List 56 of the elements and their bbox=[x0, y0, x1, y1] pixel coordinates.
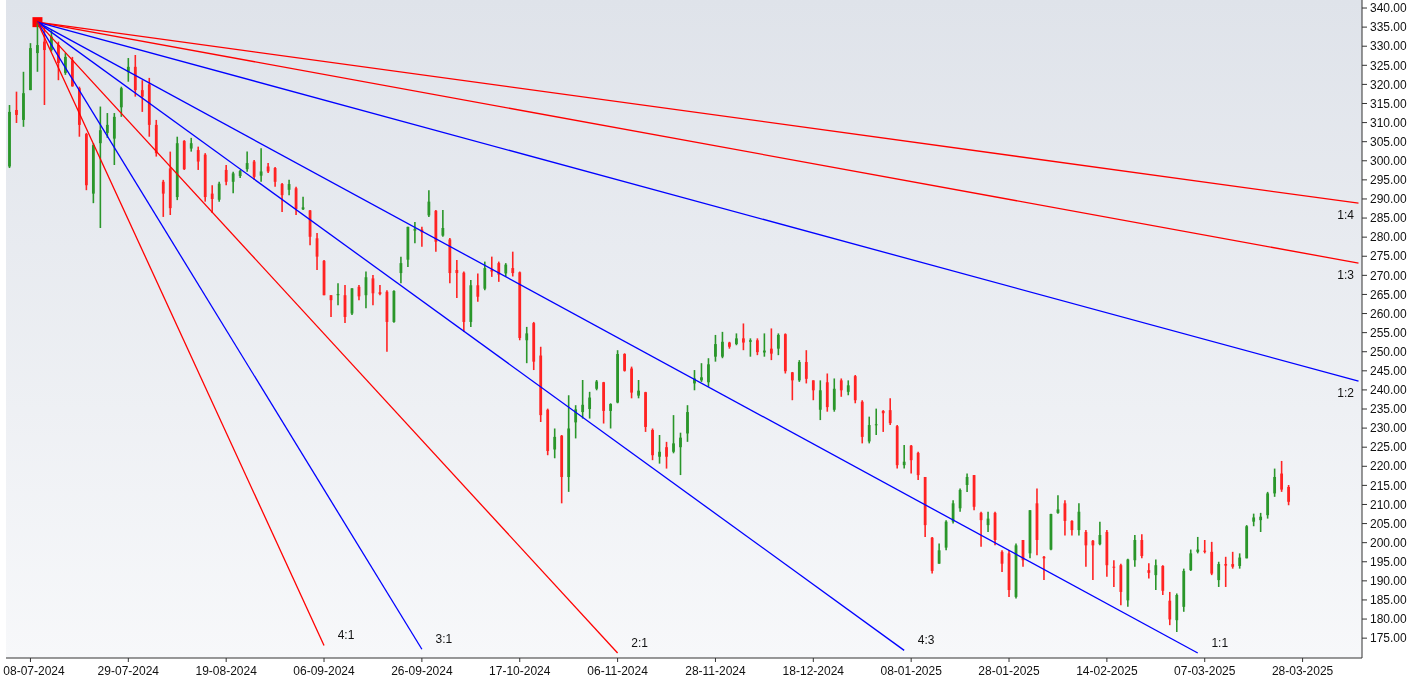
series-label: 1:3 bbox=[1337, 268, 1355, 283]
y-tick-label: 190.00 bbox=[1370, 574, 1408, 589]
y-tick-label: 230.00 bbox=[1370, 421, 1408, 436]
y-tick-label: 330.00 bbox=[1370, 39, 1408, 54]
y-tick-label: 220.00 bbox=[1370, 459, 1408, 474]
y-tick-label: 320.00 bbox=[1370, 77, 1408, 92]
y-tick-label: 265.00 bbox=[1370, 287, 1408, 302]
x-tick-label: 18-12-2024 bbox=[782, 664, 845, 678]
y-tick-label: 240.00 bbox=[1370, 383, 1408, 398]
y-tick-label: 325.00 bbox=[1370, 58, 1408, 73]
y-tick-label: 245.00 bbox=[1370, 364, 1408, 379]
x-tick-label: 19-08-2024 bbox=[195, 664, 258, 678]
x-tick-label: 07-03-2025 bbox=[1174, 664, 1236, 678]
y-tick-label: 335.00 bbox=[1370, 20, 1408, 35]
y-tick-label: 215.00 bbox=[1370, 478, 1408, 493]
x-tick-label: 28-01-2025 bbox=[978, 664, 1041, 678]
y-tick-label: 340.00 bbox=[1370, 1, 1408, 16]
y-tick-label: 210.00 bbox=[1370, 497, 1408, 512]
y-tick-label: 250.00 bbox=[1370, 344, 1408, 359]
y-tick-label: 200.00 bbox=[1370, 535, 1408, 550]
series-label: 3:1 bbox=[435, 632, 453, 647]
y-tick-label: 255.00 bbox=[1370, 325, 1408, 340]
y-tick-label: 300.00 bbox=[1370, 153, 1408, 168]
x-tick-label: 28-11-2024 bbox=[685, 664, 747, 678]
series-label: 1:4 bbox=[1337, 208, 1355, 223]
y-tick-label: 285.00 bbox=[1370, 211, 1408, 226]
x-tick-label: 06-11-2024 bbox=[587, 664, 649, 678]
x-tick-label: 08-07-2024 bbox=[3, 664, 66, 678]
x-tick-label: 29-07-2024 bbox=[97, 664, 160, 678]
y-tick-label: 270.00 bbox=[1370, 268, 1408, 283]
series-label: 2:1 bbox=[631, 636, 649, 651]
x-tick-label: 14-02-2025 bbox=[1076, 664, 1138, 678]
y-tick-label: 205.00 bbox=[1370, 516, 1408, 531]
y-tick-label: 290.00 bbox=[1370, 192, 1408, 207]
x-tick-label: 26-09-2024 bbox=[391, 664, 453, 678]
series-label: 4:3 bbox=[917, 633, 935, 648]
series-label: 4:1 bbox=[337, 628, 355, 643]
y-tick-label: 225.00 bbox=[1370, 440, 1408, 455]
x-tick-label: 06-09-2024 bbox=[293, 664, 356, 678]
y-tick-label: 235.00 bbox=[1370, 402, 1408, 417]
y-tick-label: 195.00 bbox=[1370, 554, 1408, 569]
y-tick-label: 175.00 bbox=[1370, 631, 1408, 646]
y-tick-label: 315.00 bbox=[1370, 96, 1408, 111]
y-tick-label: 260.00 bbox=[1370, 306, 1408, 321]
y-tick-label: 185.00 bbox=[1370, 593, 1408, 608]
y-tick-label: 180.00 bbox=[1370, 612, 1408, 627]
y-tick-label: 305.00 bbox=[1370, 134, 1408, 149]
series-label: 1:2 bbox=[1337, 386, 1355, 401]
y-tick-label: 310.00 bbox=[1370, 115, 1408, 130]
y-tick-label: 280.00 bbox=[1370, 230, 1408, 245]
y-tick-label: 295.00 bbox=[1370, 173, 1408, 188]
x-tick-label: 17-10-2024 bbox=[489, 664, 551, 678]
x-tick-label: 28-03-2025 bbox=[1271, 664, 1334, 678]
series-label: 1:1 bbox=[1211, 636, 1229, 651]
y-tick-label: 275.00 bbox=[1370, 249, 1408, 264]
x-tick-label: 08-01-2025 bbox=[880, 664, 943, 678]
